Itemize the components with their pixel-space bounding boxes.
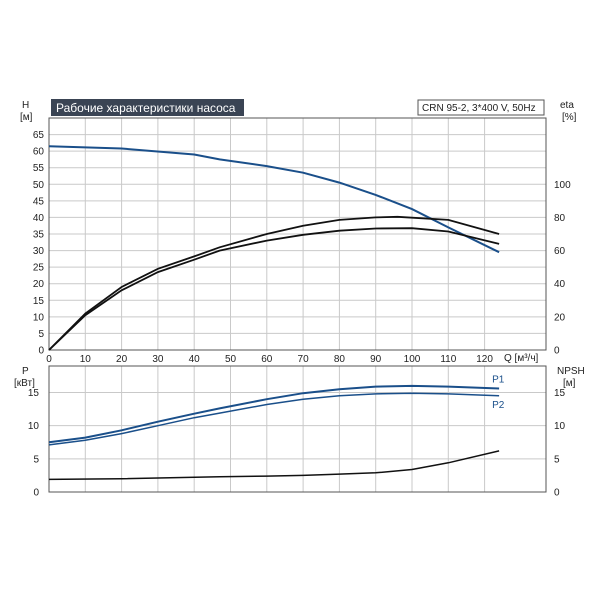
y-tick-label-h: 65 [33,130,45,141]
y-tick-label-h: 5 [38,329,44,340]
y-tick-label-h: 55 [33,163,45,174]
y-axis-label-h: H [22,100,29,111]
y-tick-label-h: 35 [33,230,45,241]
y2-tick-label-npsh: 0 [554,488,560,499]
x-tick-label: 0 [46,354,52,365]
x-tick-label: 70 [298,354,310,365]
y2-tick-label-eta: 0 [554,346,560,357]
y-tick-label-h: 0 [38,346,44,357]
grid-top [49,118,546,350]
y-tick-label-p: 5 [33,454,39,465]
y2-tick-label-npsh: 10 [554,421,566,432]
series-npsh [48,450,500,481]
y-tick-label-h: 60 [33,147,45,158]
y2-axis-label-npsh: NPSH [557,366,585,377]
series-label-p2: P2 [492,400,505,411]
x-tick-label: 60 [261,354,273,365]
y2-tick-label-eta: 100 [554,180,571,191]
y-tick-label-h: 10 [33,312,45,323]
title-plate [51,99,244,116]
y-tick-label-p: 0 [33,488,39,499]
pump-label-box [417,99,545,116]
x-tick-label: 80 [334,354,346,365]
y-tick-label-h: 50 [33,180,45,191]
y-axis-unit-p: [кВт] [14,378,35,389]
series-eta-lower [48,227,500,351]
x-tick-label: 120 [476,354,493,365]
x-tick-label: 90 [370,354,382,365]
y2-axis-unit-eta: [%] [562,112,577,123]
y-axis-label-p: P [22,366,29,377]
y2-axis-label-eta: eta [560,100,574,111]
y-tick-label-h: 25 [33,263,45,274]
y2-tick-label-eta: 20 [554,312,566,323]
y-tick-label-p: 15 [28,388,40,399]
y2-tick-label-npsh: 15 [554,388,566,399]
y2-tick-label-npsh: 5 [554,454,560,465]
y-tick-label-h: 20 [33,279,45,290]
x-axis-label: Q [м³/ч] [504,353,539,364]
y-tick-label-h: 40 [33,213,45,224]
y2-tick-label-eta: 60 [554,246,566,257]
y-axis-unit-h: [м] [20,112,33,123]
x-tick-label: 30 [152,354,164,365]
x-tick-label: 40 [189,354,201,365]
pump-label: CRN 95-2, 3*400 V, 50Hz [422,103,536,114]
chart-title: Рабочие характеристики насоса [56,101,236,115]
y2-axis-unit-npsh: [м] [563,378,576,389]
series-p1 [48,384,500,444]
y2-tick-label-eta: 40 [554,279,566,290]
y-tick-label-h: 15 [33,296,45,307]
x-tick-label: 100 [404,354,421,365]
series-head [48,145,500,254]
y-tick-label-p: 10 [28,421,40,432]
series-layer: P1 P2 [48,145,505,481]
series-eta-upper [48,215,500,351]
x-tick-label: 110 [440,354,456,365]
frame-top [48,117,547,351]
tick-labels: 0 10 20 30 40 50 60 70 80 90 100 110 120051015202530… [28,130,571,498]
series-p2 [48,392,500,446]
x-tick-label: 10 [80,354,92,365]
series-label-p1: P1 [492,375,505,386]
x-tick-label: 20 [116,354,128,365]
y-tick-label-h: 45 [33,196,45,207]
y2-tick-label-eta: 80 [554,213,566,224]
x-tick-label: 50 [225,354,237,365]
frame-bottom [48,365,547,493]
y-tick-label-h: 30 [33,246,45,257]
